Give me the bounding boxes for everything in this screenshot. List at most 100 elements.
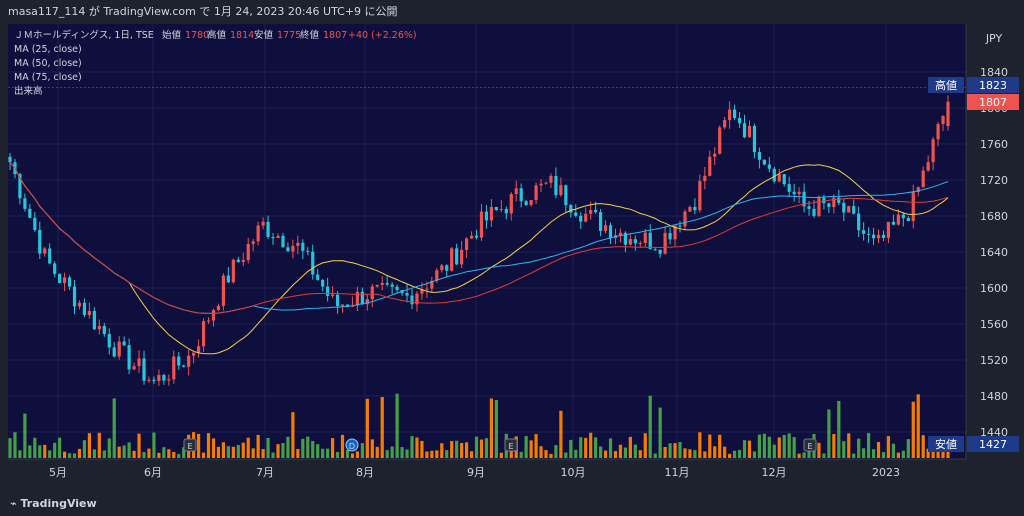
candle[interactable] — [648, 224, 652, 250]
candle[interactable] — [842, 198, 846, 222]
candle[interactable] — [469, 231, 474, 240]
candle[interactable] — [157, 369, 161, 386]
candle[interactable] — [192, 352, 196, 364]
candle[interactable] — [370, 283, 374, 308]
candle[interactable] — [817, 195, 821, 218]
candle[interactable] — [514, 180, 518, 202]
candle[interactable] — [598, 209, 603, 237]
candle[interactable] — [866, 227, 871, 243]
candle[interactable] — [633, 235, 637, 251]
candle[interactable] — [216, 303, 221, 312]
candle[interactable] — [608, 222, 613, 244]
candle[interactable] — [787, 176, 791, 197]
candle[interactable] — [38, 221, 42, 259]
earnings-marker[interactable]: E — [803, 438, 817, 452]
candle[interactable] — [112, 342, 116, 358]
candle[interactable] — [742, 114, 747, 139]
candle[interactable] — [132, 362, 136, 371]
candle[interactable] — [276, 233, 280, 239]
candle[interactable] — [23, 193, 27, 212]
candle[interactable] — [489, 199, 494, 227]
candle[interactable] — [330, 286, 335, 299]
candle[interactable] — [62, 272, 67, 292]
candle[interactable] — [251, 239, 255, 252]
candle[interactable] — [896, 209, 900, 226]
candle[interactable] — [256, 221, 260, 246]
candle[interactable] — [196, 339, 201, 358]
candle[interactable] — [862, 222, 866, 241]
candle[interactable] — [762, 159, 766, 166]
candle[interactable] — [797, 187, 801, 204]
candle[interactable] — [236, 256, 240, 263]
candle[interactable] — [906, 216, 910, 222]
time-axis[interactable]: 5月 6月 7月 8月 9月 10月 11月 12月 2023 — [8, 458, 966, 485]
candle[interactable] — [390, 281, 394, 294]
candle[interactable] — [871, 227, 876, 245]
candle[interactable] — [698, 174, 702, 213]
candle[interactable] — [48, 243, 52, 265]
candle[interactable] — [688, 205, 692, 212]
candle[interactable] — [554, 167, 558, 199]
price-axis[interactable]: JPY 1440 1480 1520 1560 1600 1640 1680 1720 1760… — [928, 24, 1019, 459]
candle[interactable] — [852, 199, 856, 215]
candle[interactable] — [891, 214, 896, 226]
candle[interactable] — [43, 246, 47, 257]
candle[interactable] — [474, 229, 479, 240]
candle[interactable] — [221, 273, 226, 311]
candle[interactable] — [107, 328, 111, 355]
candle[interactable] — [355, 286, 360, 312]
candle[interactable] — [241, 252, 245, 267]
candle[interactable] — [747, 120, 752, 138]
candle[interactable] — [574, 204, 578, 218]
candle[interactable] — [440, 263, 444, 273]
candle[interactable] — [579, 212, 583, 229]
candle[interactable] — [782, 174, 786, 187]
candle[interactable] — [663, 226, 667, 255]
candle[interactable] — [549, 173, 553, 188]
candle[interactable] — [102, 322, 106, 337]
candle[interactable] — [97, 319, 101, 335]
candle[interactable] — [127, 338, 131, 375]
candle[interactable] — [658, 249, 662, 258]
candle[interactable] — [703, 166, 707, 190]
candle[interactable] — [455, 243, 459, 266]
candle[interactable] — [827, 202, 831, 214]
candle[interactable] — [226, 267, 230, 284]
candle[interactable] — [187, 349, 191, 376]
candle[interactable] — [847, 205, 851, 213]
candle[interactable] — [122, 336, 126, 347]
candle[interactable] — [450, 246, 454, 272]
candle[interactable] — [479, 203, 484, 241]
candle[interactable] — [405, 284, 409, 303]
candle[interactable] — [534, 182, 538, 204]
candle[interactable] — [28, 204, 32, 219]
candle[interactable] — [484, 204, 489, 229]
candle[interactable] — [931, 136, 935, 171]
candle[interactable] — [837, 189, 841, 206]
candle[interactable] — [8, 152, 12, 171]
candle[interactable] — [445, 264, 449, 277]
candle[interactable] — [286, 242, 290, 252]
candle[interactable] — [857, 206, 861, 237]
candle[interactable] — [832, 194, 836, 214]
candle[interactable] — [603, 220, 608, 234]
candle[interactable] — [167, 374, 171, 386]
candle[interactable] — [732, 104, 737, 121]
candle[interactable] — [77, 300, 82, 310]
candle[interactable] — [683, 209, 687, 230]
candle[interactable] — [301, 239, 305, 260]
candle[interactable] — [876, 229, 881, 244]
candle[interactable] — [673, 225, 677, 247]
candle[interactable] — [643, 228, 647, 248]
candle[interactable] — [211, 308, 216, 327]
candle[interactable] — [281, 232, 285, 248]
candle[interactable] — [946, 95, 950, 131]
candle[interactable] — [941, 115, 945, 132]
candle[interactable] — [261, 217, 265, 230]
candle[interactable] — [921, 166, 925, 188]
candle[interactable] — [723, 116, 727, 130]
candle[interactable] — [340, 304, 345, 313]
candle[interactable] — [584, 207, 588, 223]
candle[interactable] — [415, 290, 419, 312]
